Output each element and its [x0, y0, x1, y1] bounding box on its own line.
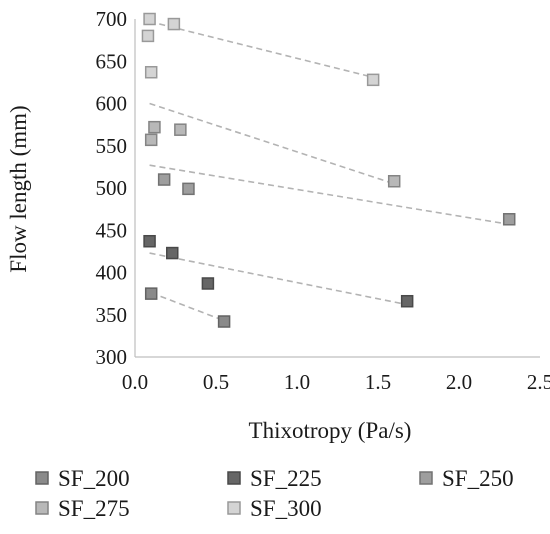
data-point-sf-300	[143, 12, 156, 26]
legend: SF_200 SF_225 SF_250 SF_275 SF_300	[35, 466, 514, 521]
data-point-sf-225	[143, 234, 156, 248]
x-axis-ticks: 0.0 0.5 1.0 1.5 2.0 2.5	[122, 370, 550, 394]
plot-area	[134, 12, 540, 358]
legend-marker-sf-275	[35, 501, 49, 515]
data-point-sf-250	[502, 213, 516, 226]
legend-marker-sf-300	[227, 501, 241, 515]
data-point-sf-275	[148, 120, 161, 134]
trendline-sf-300	[149, 20, 374, 79]
y-axis-title: Flow length (mm)	[6, 105, 31, 272]
x-axis-title: Thixotropy (Pa/s)	[249, 418, 412, 443]
y-tick-label: 700	[96, 7, 128, 31]
y-tick-label: 300	[96, 345, 128, 369]
data-point-sf-200	[144, 287, 158, 300]
data-point-sf-275	[144, 133, 158, 147]
data-point-sf-250	[182, 182, 195, 196]
data-point-sf-225	[201, 277, 215, 290]
legend-marker-sf-250	[419, 471, 433, 485]
y-tick-label: 650	[96, 49, 128, 73]
trendline-sf-250	[149, 164, 510, 226]
x-tick-label: 2.5	[527, 370, 550, 394]
x-tick-label: 1.5	[365, 370, 391, 394]
legend-label-sf-200: SF_200	[58, 466, 130, 491]
data-point-sf-250	[157, 173, 171, 186]
legend-marker-sf-200	[35, 471, 49, 485]
data-point-sf-275	[387, 174, 401, 188]
y-tick-label: 550	[96, 134, 128, 158]
data-point-sf-300	[144, 65, 158, 79]
x-tick-label: 0.0	[122, 370, 148, 394]
legend-marker-sf-225	[227, 471, 241, 485]
data-point-sf-200	[217, 315, 231, 328]
data-point-sf-300	[366, 73, 380, 87]
legend-label-sf-300: SF_300	[250, 496, 322, 521]
y-tick-label: 400	[96, 261, 128, 285]
x-tick-label: 0.5	[203, 370, 229, 394]
y-tick-label: 600	[96, 92, 128, 116]
y-tick-label: 450	[96, 218, 128, 242]
data-point-sf-300	[141, 29, 155, 43]
data-point-sf-225	[400, 294, 414, 308]
legend-label-sf-275: SF_275	[58, 496, 130, 521]
y-tick-label: 350	[96, 303, 128, 327]
data-point-sf-300	[167, 17, 181, 31]
trendline-sf-225	[149, 252, 408, 306]
trendline-sf-275	[149, 102, 395, 185]
data-point-sf-275	[174, 123, 187, 136]
data-point-sf-225	[166, 246, 179, 260]
trendline-sf-200	[150, 292, 225, 322]
x-tick-label: 1.0	[284, 370, 310, 394]
y-axis-ticks: 300 350 400 450 500 550 600 650 700	[96, 7, 128, 369]
x-tick-label: 2.0	[446, 370, 472, 394]
legend-label-sf-250: SF_250	[442, 466, 514, 491]
y-tick-label: 500	[96, 176, 128, 200]
legend-label-sf-225: SF_225	[250, 466, 322, 491]
